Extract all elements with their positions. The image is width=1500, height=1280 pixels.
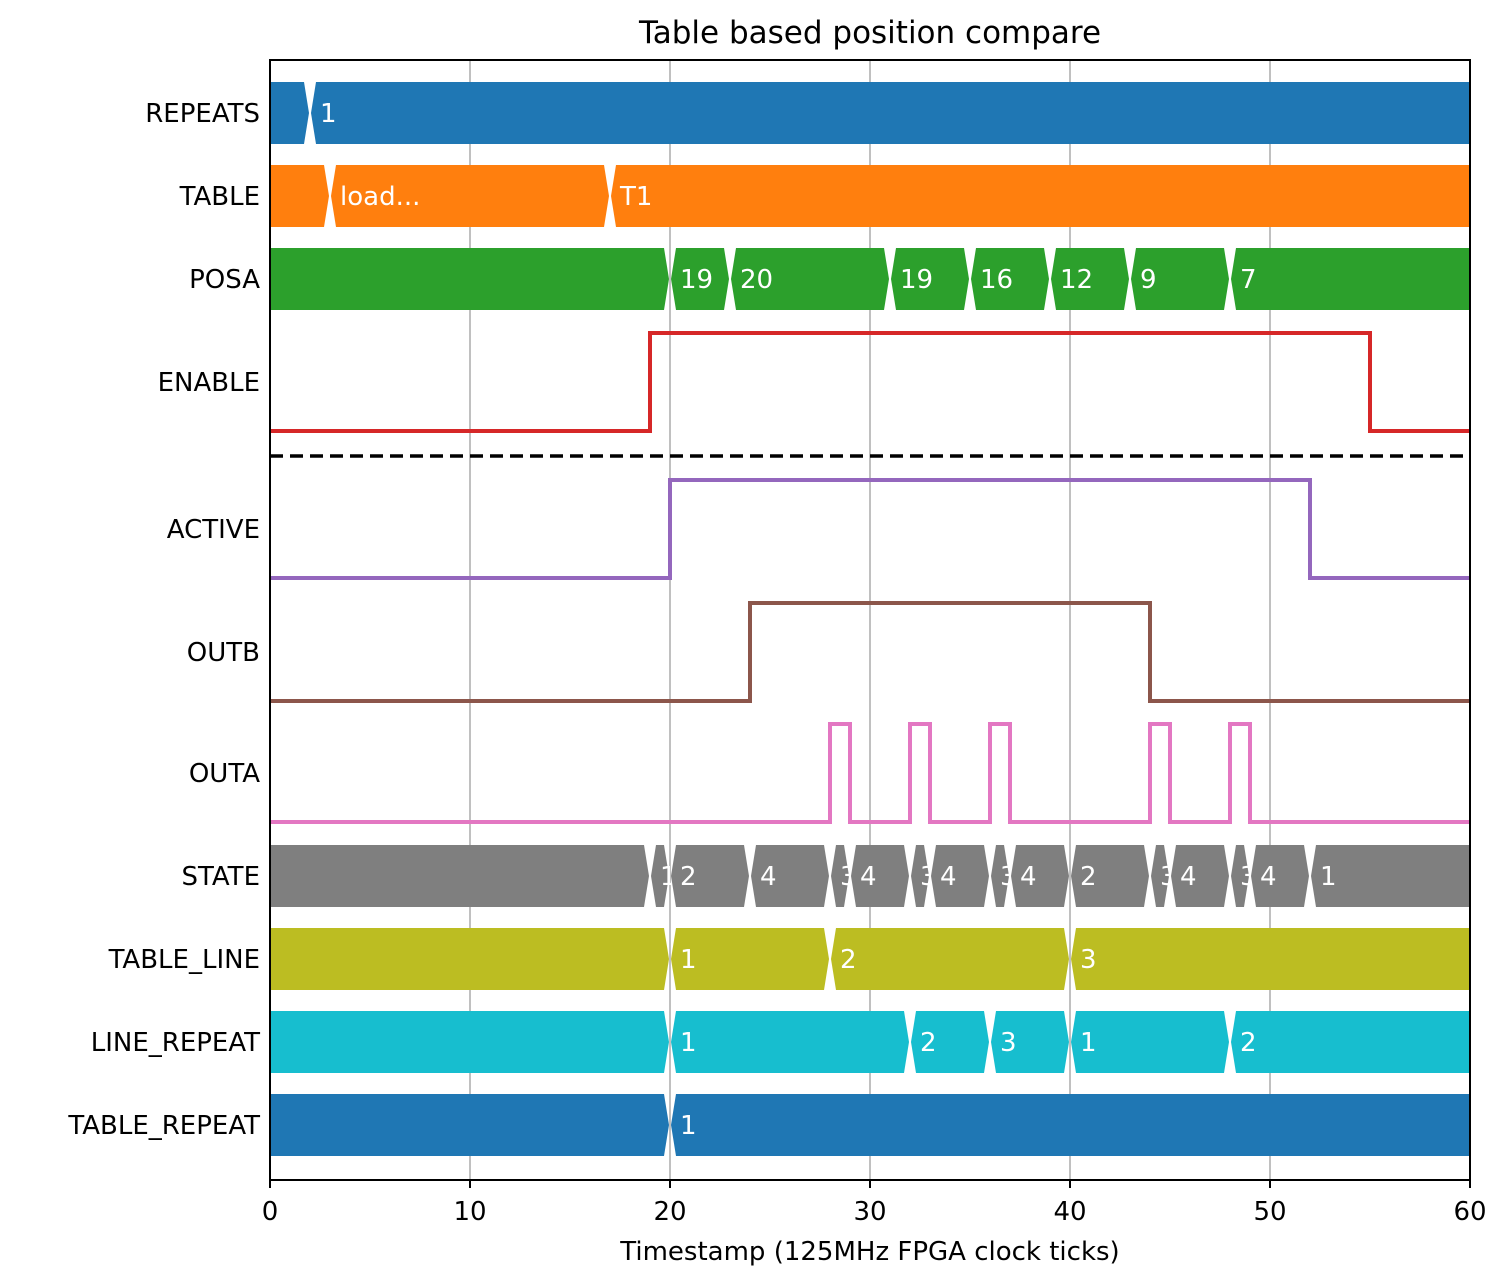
state-segment [911, 845, 929, 907]
state-segment [1171, 845, 1229, 907]
table-repeat-segment [270, 1094, 669, 1156]
table-line-value-label: 3 [1080, 945, 1097, 975]
line-repeat-segment [270, 1011, 669, 1073]
state-value-label: 1 [1320, 862, 1337, 892]
table-repeat-value-label: 1 [680, 1111, 697, 1141]
posa-value-label: 7 [1240, 265, 1257, 295]
x-axis-label: Timestamp (125MHz FPGA clock ticks) [619, 1237, 1119, 1267]
x-tick-label: 60 [1453, 1197, 1486, 1227]
x-tick-label: 0 [262, 1197, 279, 1227]
table-line-segment [831, 928, 1069, 990]
table-segment [611, 165, 1470, 227]
line-repeat-value-label: 1 [680, 1028, 697, 1058]
row-label-posa: POSA [189, 265, 260, 295]
row-label-table-repeat: TABLE_REPEAT [67, 1111, 260, 1141]
line-repeat-segment [911, 1011, 989, 1073]
state-segment [1311, 845, 1470, 907]
state-value-label: 4 [760, 862, 777, 892]
posa-segment [1131, 248, 1229, 310]
row-label-state: STATE [182, 862, 260, 892]
state-value-label: 4 [1180, 862, 1197, 892]
repeats-value-label: 1 [320, 99, 337, 129]
state-segment [751, 845, 829, 907]
state-value-label: 4 [940, 862, 957, 892]
state-value-label: 4 [1020, 862, 1037, 892]
posa-value-label: 16 [980, 265, 1013, 295]
table-repeat-segment [671, 1094, 1470, 1156]
grid-layer [469, 60, 1271, 1180]
line-repeat-value-label: 2 [1240, 1028, 1257, 1058]
state-segment [671, 845, 749, 907]
state-value-label: 4 [1260, 862, 1277, 892]
table-line-value-label: 1 [680, 945, 697, 975]
table-value-label: T1 [619, 182, 652, 212]
x-tick-label: 40 [1053, 1197, 1086, 1227]
posa-segment [671, 248, 729, 310]
line-repeat-value-label: 1 [1080, 1028, 1097, 1058]
posa-segment [1231, 248, 1470, 310]
posa-segment [891, 248, 969, 310]
row-label-outa: OUTA [189, 759, 260, 789]
x-tick-label: 10 [453, 1197, 486, 1227]
row-label-table: TABLE [179, 182, 260, 212]
line-repeat-value-label: 2 [920, 1028, 937, 1058]
table-line-segment [671, 928, 829, 990]
state-segment [1231, 845, 1249, 907]
table-line-segment [1071, 928, 1470, 990]
row-label-enable: ENABLE [158, 368, 260, 398]
line-repeat-segment [1231, 1011, 1470, 1073]
line-repeat-segment [1071, 1011, 1229, 1073]
posa-segment [1051, 248, 1129, 310]
posa-value-label: 9 [1140, 265, 1157, 295]
posa-value-label: 19 [680, 265, 713, 295]
table-segment [270, 165, 329, 227]
repeats-segment [270, 82, 309, 144]
x-tick-label: 50 [1253, 1197, 1286, 1227]
axis-layer: 0 10 20 30 40 50 60 [262, 59, 1487, 1227]
x-tick-label: 30 [853, 1197, 886, 1227]
state-segment [991, 845, 1009, 907]
label-layer: REPEATS TABLE POSA ENABLE ACTIVE OUTB OUTA STAT… [67, 99, 260, 1141]
state-segment [831, 845, 849, 907]
state-segment [1071, 845, 1149, 907]
repeats-segment [311, 82, 1470, 144]
row-label-table-line: TABLE_LINE [108, 945, 260, 975]
table-value-label: load... [340, 182, 420, 212]
state-segment [1151, 845, 1169, 907]
state-value-label: 4 [860, 862, 877, 892]
outb-waveform [270, 601, 1470, 703]
table-line-segment [270, 928, 669, 990]
chart-title: Table based position compare [638, 15, 1101, 51]
row-label-active: ACTIVE [167, 515, 260, 545]
line-repeat-value-label: 3 [1000, 1028, 1017, 1058]
active-waveform [270, 478, 1470, 580]
state-segment [851, 845, 909, 907]
state-segment [1011, 845, 1069, 907]
row-label-outb: OUTB [187, 638, 260, 668]
posa-value-label: 19 [900, 265, 933, 295]
line-repeat-segment [991, 1011, 1069, 1073]
outa-waveform [270, 722, 1470, 824]
state-segment [1251, 845, 1309, 907]
x-tick-label: 20 [653, 1197, 686, 1227]
state-value-label: 2 [1080, 862, 1097, 892]
enable-waveform [270, 331, 1470, 433]
state-value-label: 2 [680, 862, 697, 892]
posa-value-label: 12 [1060, 265, 1093, 295]
line-repeat-segment [671, 1011, 909, 1073]
posa-segment [270, 248, 669, 310]
row-label-line-repeat: LINE_REPEAT [91, 1028, 260, 1058]
row-label-repeats: REPEATS [145, 99, 260, 129]
state-segment [931, 845, 989, 907]
posa-value-label: 20 [740, 265, 773, 295]
posa-segment [971, 248, 1049, 310]
table-segment [331, 165, 609, 227]
state-segment [270, 845, 649, 907]
state-segment [651, 845, 669, 907]
table-line-value-label: 2 [840, 945, 857, 975]
posa-segment [731, 248, 889, 310]
